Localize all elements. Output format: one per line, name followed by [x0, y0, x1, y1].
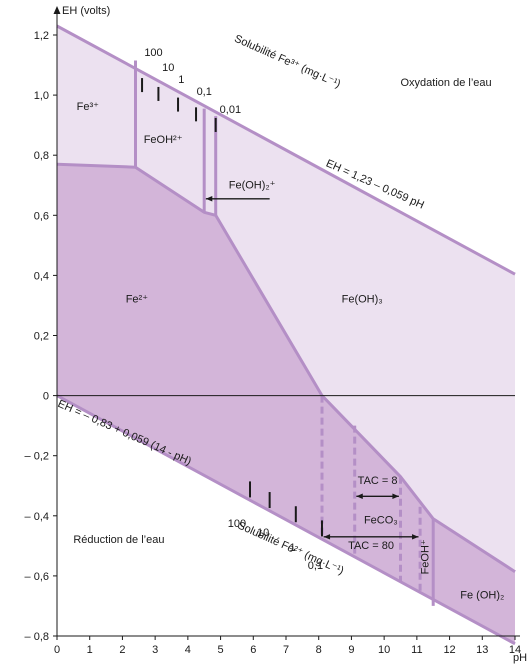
feco3-label: FeCO₃: [364, 514, 398, 526]
x-tick-label: 14: [509, 644, 521, 656]
y-axis-arrow: [53, 6, 61, 14]
x-tick-label: 12: [443, 644, 455, 656]
x-tick-label: 10: [378, 644, 390, 656]
x-tick-label: 3: [152, 644, 158, 656]
y-tick-label: 1,2: [34, 30, 49, 42]
x-tick-label: 8: [316, 644, 322, 656]
fe3-solubility-label: 0,1: [197, 86, 212, 98]
fe2-solubility-label: 100: [228, 518, 246, 530]
y-axis-label: EH (volts): [62, 5, 110, 17]
fe2-solubility-label: 10: [257, 527, 269, 539]
tac8-label: TAC = 8: [358, 475, 398, 487]
y-tick-label: 0,6: [34, 210, 49, 222]
fe3-label: Fe³⁺: [77, 101, 100, 113]
y-tick-label: 0,2: [34, 331, 49, 343]
fe3-solubility-label: 10: [162, 62, 174, 74]
y-tick-label: 0,8: [34, 150, 49, 162]
fe3-solubility-title: Solubilité Fe³⁺ (mg·L⁻¹): [232, 33, 342, 91]
x-tick-label: 9: [348, 644, 354, 656]
tac80-arrow-head: [412, 534, 419, 540]
y-tick-label: – 0,4: [25, 511, 49, 523]
x-axis-label: pH: [513, 652, 527, 664]
x-tick-label: 2: [119, 644, 125, 656]
tac8-arrow-head: [392, 493, 399, 499]
y-tick-label: – 0,8: [25, 631, 49, 643]
y-tick-label: – 0,2: [25, 451, 49, 463]
y-tick-label: 1,0: [34, 90, 49, 102]
lower-water-line: [56, 394, 516, 646]
fe3-solubility-label: 0,01: [220, 104, 241, 116]
feoh2plus-label: Fe(OH)₂⁺: [229, 179, 276, 191]
y-tick-label: 0,4: [34, 270, 49, 282]
feoh2-label: Fe (OH)₂: [460, 589, 504, 601]
boundary-lines: [56, 24, 516, 646]
x-tick-label: 4: [185, 644, 191, 656]
fe2-label: Fe²⁺: [126, 293, 149, 305]
fe2-solubility-label: 0,1: [308, 560, 323, 572]
tac80-label: TAC = 80: [348, 540, 394, 552]
upper-water-line: [56, 24, 516, 276]
tac8-arrow-head: [356, 493, 363, 499]
feoh3-label: Fe(OH)₃: [342, 293, 383, 305]
feoh2plus-arrow-head: [205, 196, 213, 202]
tac80-arrow-head: [323, 534, 331, 540]
x-tick-label: 5: [218, 644, 224, 656]
x-tick-label: 11: [411, 644, 422, 656]
reduction-label: Réduction de l’eau: [73, 534, 164, 546]
y-tick-label: – 0,6: [25, 571, 49, 583]
axes: 0 1 2 3 4 5 6 7 8 9 10 11 12 13 141,21,00,80,60,40,20–…: [25, 5, 528, 664]
oxydation-label: Oxydation de l’eau: [401, 77, 492, 89]
fe3-fe2-boundary: [56, 162, 516, 573]
x-tick-label: 0: [54, 644, 60, 656]
x-tick-label: 13: [476, 644, 488, 656]
fe2-solubility-label: 1: [289, 542, 295, 554]
x-tick-label: 7: [283, 644, 289, 656]
feoh2p-label: FeOH²⁺: [144, 134, 183, 146]
feohplus-label: FeOH⁺: [419, 539, 431, 574]
fe3-solubility-label: 1: [178, 74, 184, 86]
fe3-solubility-label: 100: [144, 47, 162, 59]
y-tick-label: 0: [43, 391, 49, 403]
x-tick-label: 6: [250, 644, 256, 656]
x-tick-label: 1: [87, 644, 93, 656]
